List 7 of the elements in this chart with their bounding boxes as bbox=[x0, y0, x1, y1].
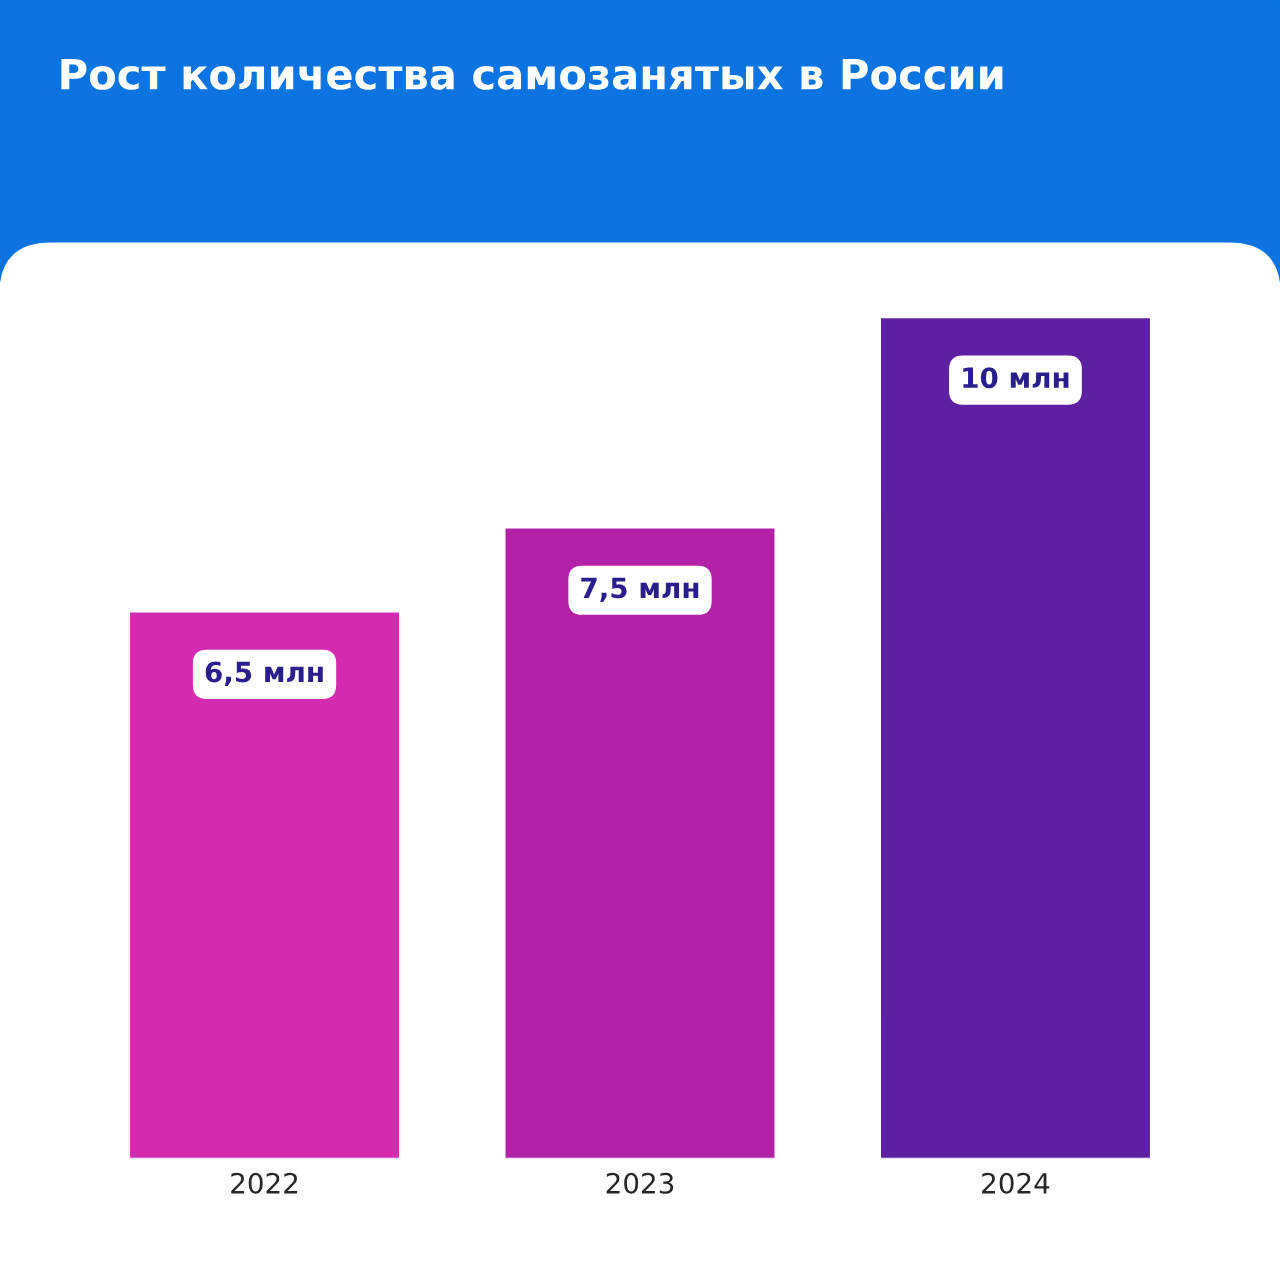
data-label: 6,5 млн bbox=[205, 661, 323, 686]
data-label: 10 млн bbox=[963, 367, 1069, 389]
data-label: 7,5 млн bbox=[581, 577, 699, 602]
x-tick-label: 2022 bbox=[231, 1172, 298, 1194]
chart-title: Рост количества самозанятых в России bbox=[61, 58, 1003, 90]
x-tick-label: 2024 bbox=[982, 1172, 1050, 1194]
x-tick-label: 2023 bbox=[606, 1172, 674, 1194]
